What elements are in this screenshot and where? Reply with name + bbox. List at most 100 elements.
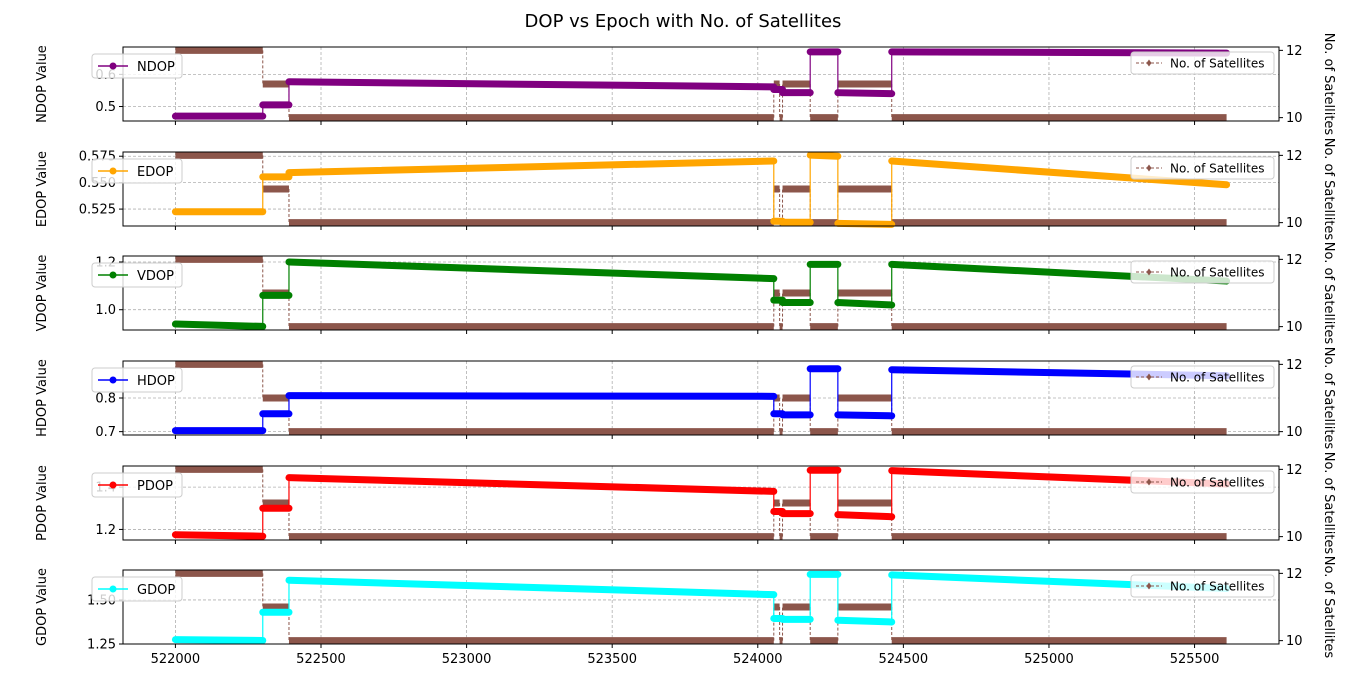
legend-satellites: No. of Satellites xyxy=(1130,51,1275,75)
dop-segment xyxy=(285,157,778,177)
dop-segment xyxy=(285,78,778,91)
sat-tick-label: 10 xyxy=(1286,530,1303,545)
legend-label: HDOP xyxy=(137,374,175,389)
legend-vdop: VDOP xyxy=(91,262,183,288)
y-tick-label: 1.25 xyxy=(87,638,116,653)
legend-box xyxy=(91,53,183,79)
legend-pdop: PDOP xyxy=(91,472,183,498)
sat-axis-label: No. of Satellites xyxy=(1321,556,1336,659)
legend-edop: EDOP xyxy=(91,158,183,184)
dop-segment xyxy=(806,151,842,160)
axes-frame xyxy=(122,360,1280,436)
sat-tick-label: 10 xyxy=(1286,634,1303,649)
legend-box xyxy=(91,158,183,184)
legend-label: No. of Satellites xyxy=(1170,580,1265,594)
legend-marker xyxy=(1146,582,1152,590)
satellites-series xyxy=(175,46,1227,122)
y-axis-label: PDOP Value xyxy=(35,465,50,541)
legend-marker xyxy=(109,62,117,70)
dop-segment xyxy=(285,474,778,495)
dop-segment xyxy=(834,616,896,626)
dop-segment xyxy=(834,89,896,98)
sat-axis-label: No. of Satellites xyxy=(1321,138,1336,241)
axes-frame xyxy=(122,465,1280,541)
satellites-series xyxy=(175,151,1227,227)
legend-hdop: HDOP xyxy=(91,367,183,393)
legend-label: No. of Satellites xyxy=(1170,162,1265,176)
sat-tick-label: 10 xyxy=(1286,425,1303,440)
legend-box xyxy=(91,576,183,602)
dop-segment xyxy=(285,258,778,283)
figure-title: DOP vs Epoch with No. of Satellites xyxy=(525,11,842,32)
x-tick-label: 525500 xyxy=(1170,652,1220,667)
legend-satellites: No. of Satellites xyxy=(1130,574,1275,598)
legend-box xyxy=(1130,470,1275,494)
legend-label: EDOP xyxy=(137,165,173,180)
axes-frame xyxy=(122,255,1280,331)
sat-tick-label: 12 xyxy=(1286,253,1303,268)
sat-axis-label: No. of Satellites xyxy=(1321,452,1336,555)
sat-tick-label: 10 xyxy=(1286,216,1303,231)
legend-marker xyxy=(109,167,117,175)
dop-segment xyxy=(285,576,778,599)
dop-segment xyxy=(171,320,267,330)
sat-tick-label: 12 xyxy=(1286,358,1303,373)
legend-marker xyxy=(109,271,117,279)
y-tick-label: 1.0 xyxy=(95,303,116,318)
satellites-series xyxy=(175,569,1227,645)
sat-tick-label: 10 xyxy=(1286,320,1303,335)
legend-label: VDOP xyxy=(137,269,174,284)
x-tick-label: 522500 xyxy=(296,652,346,667)
legend-label: No. of Satellites xyxy=(1170,371,1265,385)
legend-box xyxy=(1130,365,1275,389)
dop-segment xyxy=(834,411,896,420)
sat-axis-label: No. of Satellites xyxy=(1321,242,1336,345)
sat-tick-label: 10 xyxy=(1286,111,1303,126)
legend-marker xyxy=(1146,373,1152,381)
legend-box xyxy=(91,472,183,498)
legend-label: NDOP xyxy=(137,60,175,75)
axes-frame xyxy=(122,569,1280,645)
x-tick-label: 524000 xyxy=(733,652,783,667)
y-tick-label: 0.5 xyxy=(95,100,116,115)
legend-marker xyxy=(109,481,117,489)
legend-label: No. of Satellites xyxy=(1170,266,1265,280)
legend-label: No. of Satellites xyxy=(1170,476,1265,490)
legend-marker xyxy=(1146,478,1152,486)
legend-satellites: No. of Satellites xyxy=(1130,365,1275,389)
sat-tick-label: 12 xyxy=(1286,463,1303,478)
y-axis-label: HDOP Value xyxy=(35,359,50,437)
legend-satellites: No. of Satellites xyxy=(1130,156,1275,180)
y-tick-label: 1.2 xyxy=(95,523,116,538)
dop-segment xyxy=(888,157,1231,189)
legend-marker xyxy=(1146,268,1152,276)
sat-axis-label: No. of Satellites xyxy=(1321,347,1336,450)
legend-label: PDOP xyxy=(137,479,173,494)
legend-satellites: No. of Satellites xyxy=(1130,470,1275,494)
legend-marker xyxy=(1146,164,1152,172)
dop-segment xyxy=(834,511,896,521)
x-tick-label: 524500 xyxy=(879,652,929,667)
legend-box xyxy=(91,367,183,393)
legend-label: GDOP xyxy=(137,583,175,598)
x-tick-label: 523000 xyxy=(442,652,492,667)
y-tick-label: 0.8 xyxy=(95,392,116,407)
legend-box xyxy=(1130,156,1275,180)
y-axis-label: GDOP Value xyxy=(35,568,50,646)
x-tick-label: 523500 xyxy=(587,652,637,667)
legend-marker xyxy=(1146,59,1152,67)
dop-segment xyxy=(285,392,778,400)
legend-box xyxy=(1130,51,1275,75)
legend-box xyxy=(91,262,183,288)
legend-marker xyxy=(109,585,117,593)
legend-marker xyxy=(109,376,117,384)
y-axis-label: VDOP Value xyxy=(35,255,50,332)
sat-tick-label: 12 xyxy=(1286,149,1303,164)
